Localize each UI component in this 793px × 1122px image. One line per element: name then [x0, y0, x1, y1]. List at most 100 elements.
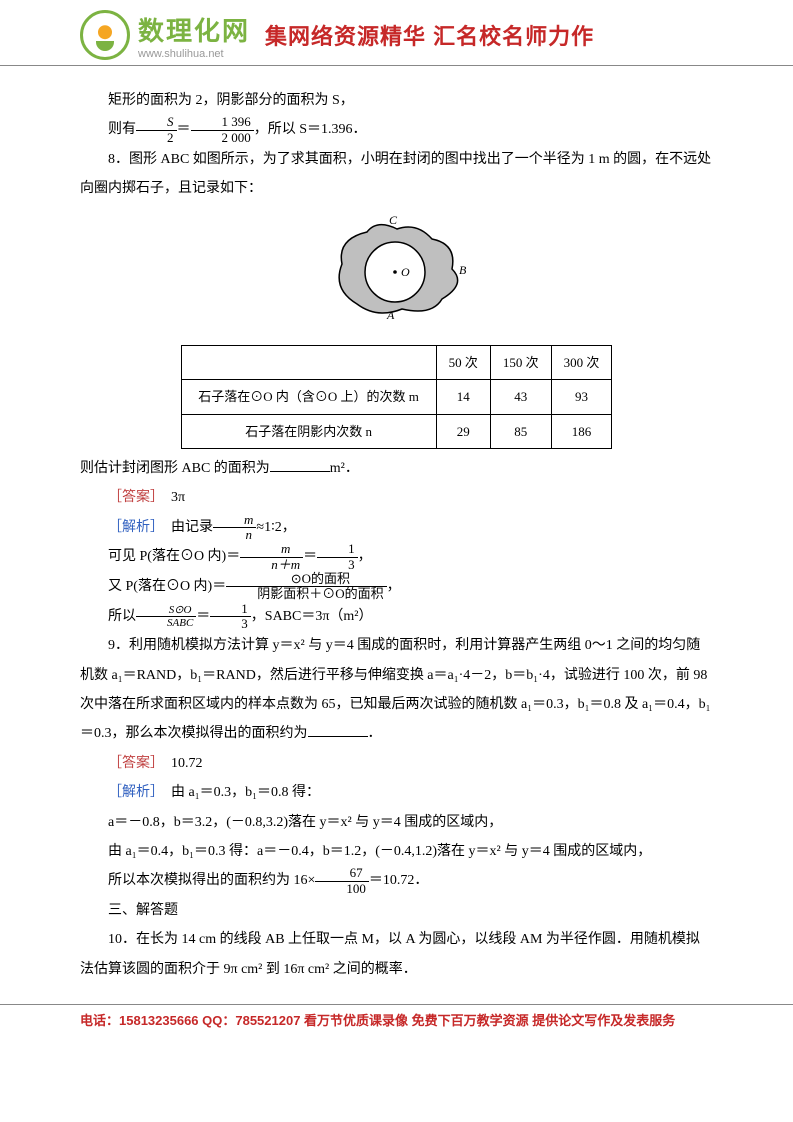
- txt: 又 P(落在⊙O 内)＝: [108, 579, 226, 594]
- answer-value: 3π: [171, 490, 185, 505]
- fraction: S⊙OSABC: [136, 604, 196, 629]
- logo-text-block: 数理化网 www.shulihua.net: [138, 11, 250, 60]
- page-footer: 电话：15813235666 QQ：785521207 看万节优质课录像 免费下…: [0, 1004, 793, 1035]
- txt: 所以本次模拟得出的面积约为 16×: [108, 873, 315, 888]
- label-A: A: [386, 308, 395, 322]
- fraction: 1 3962 000: [191, 115, 254, 145]
- num: S⊙O: [136, 604, 196, 617]
- fraction: 13: [210, 602, 251, 632]
- fraction: mn: [213, 513, 256, 543]
- cell: 石子落在阴影内次数 n: [181, 414, 436, 448]
- answer-label: ［答案］: [108, 490, 157, 505]
- txt: ，所以 S＝1.396．: [254, 122, 367, 137]
- cell: 93: [551, 380, 612, 414]
- footer-text: 电话：15813235666 QQ：785521207 看万节优质课录像 免费下…: [80, 1013, 675, 1028]
- num: m: [240, 542, 303, 557]
- question-9: 9．利用随机模拟方法计算 y＝x² 与 y＝4 围成的面积时，利用计算器产生两组…: [80, 631, 713, 749]
- txt: 由记录: [171, 520, 213, 535]
- explain-label: ［解析］: [108, 785, 157, 800]
- blank-fill: [308, 722, 368, 737]
- section-3: 三、解答题: [80, 896, 713, 925]
- cell: 85: [490, 414, 551, 448]
- txt: 9．利用随机模拟方法计算 y＝x² 与 y＝4 围成的面积时，利用计算器产生两组…: [80, 638, 710, 741]
- fraction: ⊙O的面积阴影面积＋⊙O的面积: [226, 572, 386, 602]
- explain-8-l4: 所以S⊙OSABC＝13，SABC＝3π（m²）: [80, 602, 713, 632]
- den: 2 000: [191, 131, 254, 145]
- answer-8: ［答案］ 3π: [80, 483, 713, 512]
- logo-icon: [80, 10, 130, 60]
- txt: ．: [368, 726, 382, 741]
- txt: 则有: [108, 122, 136, 137]
- den: n＋m: [240, 558, 303, 572]
- num: S: [136, 115, 177, 130]
- table-q8: 50 次 150 次 300 次 石子落在⊙O 内（含⊙O 上）的次数 m 14…: [181, 345, 613, 449]
- header-slogan: 集网络资源精华 汇名校名师力作: [265, 19, 594, 51]
- table-row: 50 次 150 次 300 次: [181, 346, 612, 380]
- explain-8-l2: 可见 P(落在⊙O 内)＝mn＋m＝13，: [80, 542, 713, 572]
- txt: ，SABC＝3π（m²）: [251, 609, 373, 624]
- cell: 29: [436, 414, 490, 448]
- cell: 50 次: [436, 346, 490, 380]
- para-s-eq: 则有S2＝1 3962 000，所以 S＝1.396．: [80, 115, 713, 145]
- logo-url: www.shulihua.net: [138, 48, 250, 60]
- question-10: 10．在长为 14 cm 的线段 AB 上任取一点 M，以 A 为圆心，以线段 …: [80, 925, 713, 984]
- explain-8-l1: ［解析］ 由记录mn≈1∶2，: [80, 513, 713, 543]
- num: 1 396: [191, 115, 254, 130]
- num: ⊙O的面积: [226, 572, 386, 587]
- den: 3: [317, 558, 358, 572]
- cell: [181, 346, 436, 380]
- q8-blank: 则估计封闭图形 ABC 的面积为 m²．: [80, 454, 713, 483]
- answer-label: ［答案］: [108, 756, 157, 771]
- para-rect-area: 矩形的面积为 2，阴影部分的面积为 S，: [80, 86, 713, 115]
- txt: ，: [387, 579, 401, 594]
- table-row: 石子落在⊙O 内（含⊙O 上）的次数 m 14 43 93: [181, 380, 612, 414]
- explain-9-l1: ［解析］ 由 a₁＝0.3，b₁＝0.8 得：: [80, 778, 713, 807]
- num: 1: [210, 602, 251, 617]
- explain-label: ［解析］: [108, 520, 157, 535]
- fraction: 13: [317, 542, 358, 572]
- label-B: B: [459, 263, 467, 277]
- shape-svg: O A B C: [317, 214, 477, 324]
- cell: 186: [551, 414, 612, 448]
- txt: 可见 P(落在⊙O 内)＝: [108, 549, 240, 564]
- txt: m²．: [330, 461, 359, 476]
- figure-q8: O A B C: [80, 214, 713, 335]
- page-content: 矩形的面积为 2，阴影部分的面积为 S， 则有S2＝1 3962 000，所以 …: [0, 66, 793, 984]
- txt: 所以: [108, 609, 136, 624]
- den: n: [213, 528, 256, 542]
- answer-9: ［答案］ 10.72: [80, 749, 713, 778]
- label-C: C: [389, 214, 398, 227]
- num: 1: [317, 542, 358, 557]
- logo-cn: 数理化网: [138, 11, 250, 48]
- eq: ＝: [177, 122, 191, 137]
- question-8: 8．图形 ABC 如图所示，为了求其面积，小明在封闭的图中找出了一个半径为 1 …: [80, 145, 713, 204]
- content-body: 矩形的面积为 2，阴影部分的面积为 S， 则有S2＝1 3962 000，所以 …: [80, 86, 713, 984]
- explain-9-l4: 所以本次模拟得出的面积约为 16×67100＝10.72．: [80, 866, 713, 896]
- explain-9-l3: 由 a₁＝0.4，b₁＝0.3 得：a＝－0.4，b＝1.2，(－0.4,1.2…: [80, 837, 713, 866]
- txt: 则估计封闭图形 ABC 的面积为: [80, 461, 270, 476]
- fraction: mn＋m: [240, 542, 303, 572]
- eq: ＝: [196, 609, 210, 624]
- cell: 14: [436, 380, 490, 414]
- den: 100: [315, 882, 369, 896]
- cell: 300 次: [551, 346, 612, 380]
- cell: 石子落在⊙O 内（含⊙O 上）的次数 m: [181, 380, 436, 414]
- den: 2: [136, 131, 177, 145]
- label-O: O: [401, 265, 410, 279]
- fraction: S2: [136, 115, 177, 145]
- cell: 43: [490, 380, 551, 414]
- txt: 由 a₁＝0.3，b₁＝0.8 得：: [171, 785, 320, 800]
- den: 3: [210, 617, 251, 631]
- num: 67: [315, 866, 369, 881]
- explain-8-l3: 又 P(落在⊙O 内)＝⊙O的面积阴影面积＋⊙O的面积，: [80, 572, 713, 602]
- num: m: [213, 513, 256, 528]
- den: SABC: [136, 617, 196, 629]
- txt: ，: [358, 549, 372, 564]
- blank-fill: [270, 457, 330, 472]
- txt: ≈1∶2，: [256, 520, 295, 535]
- answer-value: 10.72: [171, 756, 203, 771]
- cell: 150 次: [490, 346, 551, 380]
- txt: ＝10.72．: [369, 873, 429, 888]
- den: 阴影面积＋⊙O的面积: [226, 587, 386, 601]
- table-row: 石子落在阴影内次数 n 29 85 186: [181, 414, 612, 448]
